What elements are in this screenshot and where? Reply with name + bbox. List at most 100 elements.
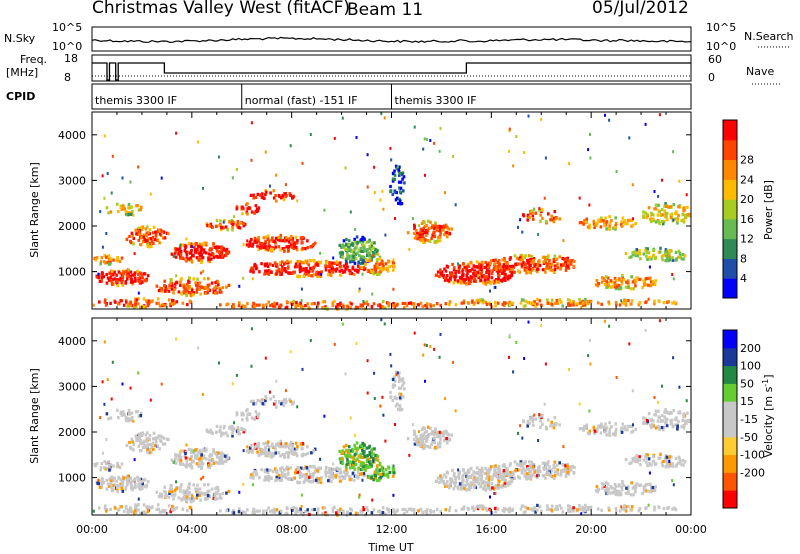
power-cell	[167, 289, 171, 293]
power-cell	[184, 258, 187, 262]
velocity-cell	[484, 466, 487, 471]
power-cell	[264, 193, 267, 197]
velocity-cell	[236, 426, 240, 430]
power-cell	[359, 246, 363, 250]
velocity-cell	[116, 462, 119, 466]
velocity-cell	[650, 486, 653, 490]
power-cell	[672, 150, 675, 154]
power-cell	[445, 230, 448, 235]
power-cell	[351, 241, 354, 245]
velocity-cell	[368, 450, 371, 455]
power-cell	[253, 211, 256, 215]
power-cell	[109, 210, 113, 214]
velocity-cell	[582, 428, 585, 432]
power-cell	[454, 303, 458, 307]
velocity-cell	[657, 456, 661, 460]
power-cell	[653, 256, 657, 260]
power-cell	[109, 259, 112, 263]
nsky-label: N.Sky	[4, 32, 36, 45]
power-cell	[453, 275, 456, 279]
velocity-cell	[564, 466, 567, 470]
velocity-cell	[627, 505, 630, 509]
velocity-cell	[210, 463, 213, 467]
velocity-cell	[209, 453, 212, 457]
power-cell	[238, 301, 241, 305]
power-cell	[377, 266, 380, 270]
velocity-cell	[525, 477, 528, 481]
power-cell	[682, 257, 685, 261]
velocity-cell	[508, 475, 512, 479]
power-cell	[351, 256, 355, 261]
velocity-cell	[528, 473, 532, 477]
power-cell	[188, 276, 191, 280]
colorbar-tick-label: 20	[740, 193, 754, 206]
velocity-cell	[377, 478, 381, 482]
velocity-cell	[284, 398, 287, 402]
velocity-cell	[415, 440, 418, 444]
velocity-cell	[681, 459, 685, 463]
velocity-cell	[530, 473, 534, 478]
power-cell	[392, 304, 395, 308]
power-cell	[179, 283, 182, 287]
power-cell	[373, 165, 376, 169]
power-cell	[510, 272, 513, 276]
power-cell	[428, 239, 432, 243]
velocity-cell	[152, 431, 156, 435]
velocity-cell	[420, 427, 424, 431]
velocity-cell	[187, 463, 190, 467]
power-cell	[642, 215, 645, 219]
velocity-cell	[375, 472, 379, 476]
velocity-cell	[181, 462, 184, 466]
velocity-cell	[350, 508, 353, 512]
power-cell	[603, 220, 607, 224]
power-cell	[605, 220, 609, 224]
velocity-cell	[151, 441, 155, 445]
power-cell	[373, 264, 376, 268]
power-cell	[253, 264, 256, 268]
velocity-cell	[615, 489, 619, 493]
power-cell	[261, 196, 265, 200]
velocity-cell	[105, 478, 108, 483]
velocity-cell	[341, 461, 344, 466]
power-cell	[107, 211, 110, 215]
velocity-cell	[212, 459, 215, 463]
velocity-cell	[194, 454, 197, 458]
power-cell	[487, 277, 490, 281]
power-cell	[528, 267, 532, 271]
velocity-cell	[302, 467, 305, 471]
velocity-cell	[131, 440, 134, 444]
power-cell	[148, 241, 152, 246]
power-cell	[651, 279, 655, 284]
velocity-cell	[526, 472, 529, 476]
velocity-cell	[562, 463, 566, 467]
velocity-cell	[544, 425, 548, 429]
velocity-cell	[256, 450, 259, 454]
power-cell	[201, 256, 204, 260]
velocity-cell	[434, 427, 437, 431]
power-cell	[298, 270, 302, 274]
velocity-cell	[260, 448, 264, 452]
power-cell	[113, 270, 116, 274]
power-cell	[451, 262, 454, 267]
velocity-cell	[327, 479, 330, 483]
power-cell	[354, 256, 358, 260]
freq-tick-top: 18	[64, 52, 78, 65]
velocity-cell	[561, 462, 564, 467]
velocity-cell	[416, 443, 419, 447]
power-cell	[195, 281, 199, 285]
power-cell	[178, 247, 182, 251]
power-cell	[196, 251, 199, 255]
velocity-cell	[302, 473, 306, 477]
velocity-cell	[199, 451, 203, 455]
velocity-cell	[613, 487, 617, 491]
power-cell	[537, 233, 540, 236]
velocity-cell	[489, 465, 493, 469]
power-cell	[442, 228, 445, 232]
velocity-cell	[624, 428, 627, 432]
power-cell	[362, 265, 366, 270]
power-cell	[642, 252, 646, 256]
velocity-cell	[218, 496, 222, 500]
power-cell	[430, 225, 434, 229]
power-cell	[617, 287, 621, 291]
velocity-cell	[370, 447, 374, 451]
